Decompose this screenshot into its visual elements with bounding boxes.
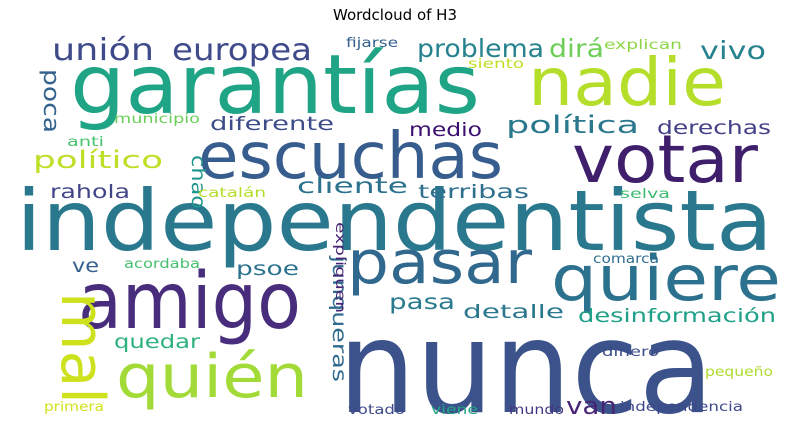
word-33: van <box>566 392 617 420</box>
word-15: vivo <box>700 36 766 65</box>
word-28: junqueras <box>328 255 350 382</box>
word-35: explican <box>604 38 682 53</box>
word-31: desinformación <box>578 305 776 327</box>
chart-title: Wordcloud of H3 <box>333 6 457 24</box>
word-23: cliente <box>297 174 408 198</box>
word-47: votado <box>348 403 405 418</box>
word-8: quiere <box>551 242 781 315</box>
word-7: pasar <box>347 228 532 298</box>
word-18: política <box>506 111 639 139</box>
word-11: unión <box>52 33 154 68</box>
word-24: rahola <box>50 181 130 203</box>
word-1: nunca <box>338 294 714 427</box>
word-36: siento <box>468 57 524 72</box>
word-0: garantías <box>70 38 480 133</box>
word-39: catalán <box>198 186 266 201</box>
word-46: primera <box>44 400 104 415</box>
word-49: mundo <box>509 403 564 418</box>
word-48: viene <box>431 403 478 418</box>
word-19: diferente <box>210 113 334 135</box>
word-22: chao <box>187 155 209 209</box>
word-10: mal <box>47 292 117 404</box>
word-26: ve <box>72 255 99 277</box>
word-4: amigo <box>78 257 301 347</box>
word-30: detalle <box>463 301 564 323</box>
word-2: independentista <box>16 172 773 270</box>
word-34: fijarse <box>346 36 398 51</box>
word-5: votar <box>572 121 759 198</box>
word-13: problema <box>417 34 544 63</box>
word-16: poca <box>38 69 63 133</box>
word-40: selva <box>620 187 670 202</box>
word-12: europea <box>172 33 312 68</box>
word-14: dirá <box>549 34 604 63</box>
word-29: pasa <box>389 290 455 314</box>
word-44: dinero <box>602 345 659 360</box>
word-25: terribas <box>418 181 529 203</box>
word-50: independencia <box>620 400 743 415</box>
word-3: escuchas <box>198 120 503 194</box>
word-37: anti <box>67 135 104 150</box>
word-27: psoe <box>236 258 299 280</box>
word-41: acordaba <box>124 257 200 272</box>
word-20: medio <box>409 119 482 141</box>
word-43: comarca <box>593 252 659 267</box>
word-32: quedar <box>114 331 200 353</box>
word-45: pequeño <box>705 365 773 380</box>
word-6: nadie <box>528 44 726 121</box>
word-9: quién <box>116 342 308 412</box>
word-42: expliquen <box>332 222 347 313</box>
word-17: político <box>33 146 163 174</box>
word-38: municipio <box>114 112 200 127</box>
word-21: derechas <box>657 117 771 139</box>
